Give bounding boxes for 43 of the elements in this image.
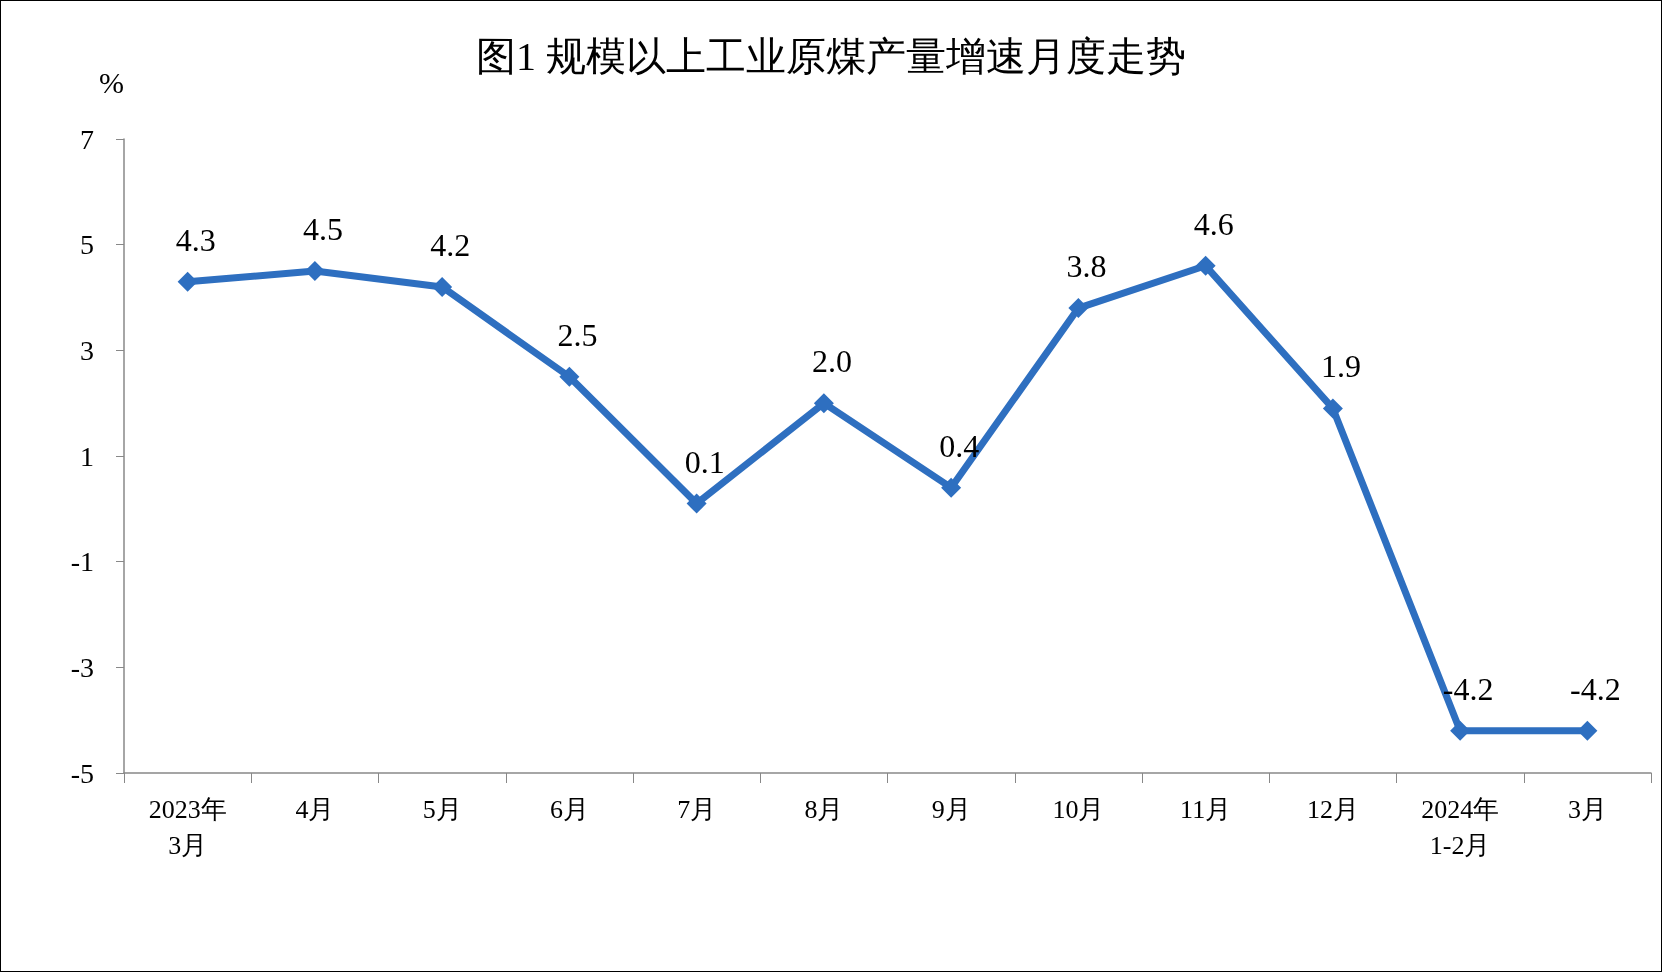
point [1322,398,1343,419]
data-label: 4.6 [1193,205,1234,242]
point [559,366,580,387]
x-tick-label: 8月 [804,794,844,824]
chart-title: 图1 规模以上工业原煤产量增速月度走势 [476,33,1186,79]
y-tick-label: 5 [80,229,94,261]
y-tick-label: 7 [80,123,94,155]
point [1195,255,1216,276]
x-tick-label: 7月 [677,794,717,824]
data-label: 4.3 [175,221,216,258]
data-label: 0.1 [684,443,725,480]
data-label: 3.8 [1066,248,1107,285]
data-label: 2.5 [557,316,598,353]
point [432,276,453,297]
point [304,261,325,282]
y-tick-label: -3 [70,651,94,683]
point [1068,298,1089,319]
x-tick-label: 6月 [549,794,589,824]
data-label: 1.9 [1320,348,1361,385]
x-tick-label: 10月 [1052,794,1105,824]
x-tick-label: 2023年 3月 [148,794,227,860]
x-tick-label: 9月 [931,794,971,824]
x-tick-label: 4月 [295,794,335,824]
y-tick-label: -1 [70,546,94,578]
x-tick-label: 5月 [422,794,462,824]
x-tick-label: 11月 [1180,794,1232,824]
data-label: 0.4 [939,427,980,464]
point [177,271,198,292]
y-axis-title: % [99,65,124,99]
data-label: 2.0 [811,343,852,380]
data-label: -4.2 [1570,670,1621,707]
y-tick-label: -5 [70,757,94,789]
point [1577,720,1598,741]
point [813,393,834,414]
data-label: 4.5 [302,211,343,248]
data-label: 4.2 [430,226,471,263]
point [686,493,707,514]
x-tick-label: 3月 [1567,794,1607,824]
y-tick-label: 1 [80,440,94,472]
point [941,477,962,498]
y-tick-label: 3 [80,334,94,366]
x-tick-label: 12月 [1306,794,1359,824]
x-tick-label: 2024年 1-2月 [1421,794,1500,860]
